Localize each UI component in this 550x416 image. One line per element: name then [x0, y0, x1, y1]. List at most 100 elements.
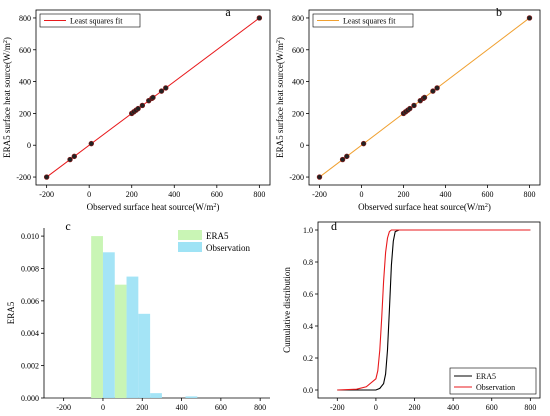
- y-tick-label: 200: [292, 109, 304, 118]
- legend-label: ERA5: [206, 231, 229, 241]
- y-tick-label: 0.8: [303, 258, 313, 267]
- legend-label: ERA5: [476, 372, 496, 381]
- y-tick-label: 0.004: [21, 329, 39, 338]
- axis-title-superscript: 2: [485, 203, 488, 209]
- y-tick-label: 0.0: [303, 386, 313, 395]
- bar-observation: [138, 313, 151, 398]
- y-tick-label: 0.006: [21, 297, 39, 306]
- data-point: [71, 153, 77, 160]
- legend-box: [449, 367, 537, 395]
- data-point: [150, 94, 156, 101]
- bar-observation: [150, 393, 162, 398]
- x-axis-title: Observed surface heat source(W/m2): [358, 202, 491, 212]
- plot-frame: [317, 221, 541, 399]
- axis-title-text: Observed surface heat source(W/m: [87, 202, 214, 212]
- x-axis-title: Observed surface heat source(W/m2): [87, 202, 220, 212]
- x-tick-label: 0: [87, 190, 91, 199]
- y-tick-label: 400: [292, 78, 304, 87]
- axis-title-text: ): [2, 37, 12, 40]
- panel-label: b: [496, 5, 502, 19]
- series-line-era5: [337, 229, 531, 391]
- y-tick-label: 0.4: [303, 322, 313, 331]
- y-tick-label: -200: [16, 173, 31, 182]
- x-tick-label: 200: [398, 190, 410, 199]
- x-tick-label: 800: [524, 190, 536, 199]
- data-point: [430, 88, 436, 94]
- x-tick-label: 600: [482, 190, 494, 199]
- x-tick-label: 400: [176, 403, 188, 412]
- legend-label: Observation: [476, 383, 515, 392]
- y-tick-label: 0.010: [21, 232, 39, 241]
- y-tick-label: 600: [19, 46, 31, 55]
- x-tick-label: 0: [360, 190, 364, 199]
- x-tick-label: -200: [330, 403, 345, 412]
- series-line-observation: [337, 229, 531, 391]
- y-tick-label: 0.002: [21, 362, 39, 371]
- bar-era5: [91, 236, 103, 398]
- x-tick-label: 200: [126, 190, 138, 199]
- panel-label: d: [331, 219, 337, 233]
- x-tick-label: 600: [211, 190, 223, 199]
- y-tick-label: 800: [292, 14, 304, 23]
- legend-label: Least squares fit: [70, 17, 123, 26]
- legend-label: Least squares fit: [343, 17, 396, 26]
- x-tick-label: 0: [374, 403, 378, 412]
- x-tick-label: 800: [253, 190, 265, 199]
- panel-c: -200 0 200 400 600 800 0.000 0.002 0.004 0.006 0.0…: [6, 219, 270, 412]
- data-point: [158, 88, 165, 94]
- data-point: [421, 94, 428, 101]
- x-tick-label: 800: [254, 403, 266, 412]
- data-point: [43, 174, 50, 180]
- axis-title-text: ERA5 surface heat source(W/m: [275, 43, 285, 158]
- data-point: [339, 156, 346, 163]
- legend-swatch: [178, 242, 202, 252]
- data-point: [434, 85, 440, 91]
- x-tick-label: -200: [56, 403, 71, 412]
- x-tick-label: 800: [524, 403, 536, 412]
- x-tick-label: 600: [486, 403, 498, 412]
- data-point: [135, 105, 141, 112]
- plot-frame: [308, 9, 541, 186]
- legend-box: [39, 13, 141, 28]
- panel-label: c: [65, 219, 70, 233]
- y-tick-label: 0: [27, 141, 31, 150]
- y-axis-title: Cumulative distribution: [282, 267, 292, 353]
- y-tick-label: 400: [19, 78, 31, 87]
- data-point: [67, 156, 73, 163]
- y-tick-label: 0.6: [303, 290, 313, 299]
- axis-title-text: ERA5 surface heat source(W/m: [2, 43, 12, 158]
- x-tick-label: 200: [136, 403, 148, 412]
- panel-label: a: [225, 5, 231, 19]
- data-point: [139, 102, 146, 109]
- data-point: [344, 153, 350, 160]
- bar-era5: [114, 284, 127, 398]
- y-tick-label: 1.0: [303, 226, 313, 235]
- axis-title-text: Observed surface heat source(W/m: [358, 202, 485, 212]
- y-tick-label: 0: [300, 141, 304, 150]
- bar-observation: [126, 276, 139, 398]
- legend-label: Observation: [206, 243, 250, 253]
- plot-frame: [44, 228, 270, 398]
- panel-b: -200 0 200 400 600 800 -200 0 200 400 600 800 Least …: [275, 5, 541, 212]
- panel-a: -200 0 200 400 600 800 -200 0 200 400 600 800 Least …: [2, 5, 271, 212]
- legend-swatch: [178, 230, 202, 240]
- y-axis-title: ERA5 surface heat source(W/m2): [2, 37, 12, 158]
- data-point: [163, 85, 169, 91]
- y-axis-title: ERA5 surface heat source(W/m2): [275, 37, 285, 158]
- y-tick-label: 0.2: [303, 354, 313, 363]
- axis-title-superscript: 2: [213, 203, 216, 209]
- data-point: [526, 15, 533, 21]
- y-tick-label: 0.000: [21, 394, 39, 403]
- y-tick-label: 800: [19, 14, 31, 23]
- x-tick-label: 400: [440, 190, 452, 199]
- data-point: [256, 15, 263, 21]
- x-tick-label: 600: [215, 403, 227, 412]
- bar-observation: [185, 396, 198, 398]
- axis-title-text: ): [216, 202, 219, 212]
- axis-title-superscript: 2: [276, 40, 282, 43]
- data-point: [360, 140, 367, 147]
- y-tick-label: 600: [292, 46, 304, 55]
- y-tick-label: 200: [19, 109, 31, 118]
- panel-d: -200 0 200 400 600 800 0.0 0.2 0.4 0.6 0.8 1.0 ERA5 O…: [282, 219, 541, 412]
